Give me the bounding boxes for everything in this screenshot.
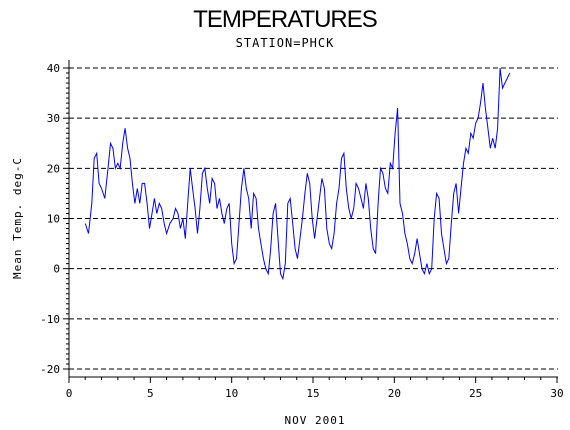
series-group bbox=[84, 67, 511, 281]
y-tick-label: -20 bbox=[40, 363, 60, 376]
y-tick-label: -10 bbox=[40, 313, 60, 326]
series-line bbox=[84, 67, 511, 281]
chart-subtitle: STATION=PHCK bbox=[235, 36, 335, 50]
y-axis-label: Mean Temp. deg-C bbox=[11, 157, 24, 279]
y-tick-label: 10 bbox=[47, 213, 60, 226]
gridlines bbox=[69, 67, 558, 370]
tick-marks bbox=[63, 67, 558, 383]
y-tick-label: 20 bbox=[47, 162, 60, 175]
x-tick-label: 15 bbox=[306, 387, 319, 400]
x-tick-label: 10 bbox=[225, 387, 238, 400]
x-tick-label: 5 bbox=[147, 387, 154, 400]
tick-labels: -20 -10 0 10 20 30 40 0 5 10 15 20 25 30 bbox=[40, 62, 564, 400]
y-tick-label: 40 bbox=[47, 62, 60, 75]
x-tick-label: 30 bbox=[550, 387, 563, 400]
x-tick-label: 25 bbox=[469, 387, 482, 400]
x-tick-label: 0 bbox=[66, 387, 73, 400]
chart-title: TEMPERATURES bbox=[193, 6, 378, 33]
y-tick-label: 30 bbox=[47, 112, 60, 125]
x-tick-label: 20 bbox=[388, 387, 401, 400]
y-tick-label: 0 bbox=[53, 263, 60, 276]
x-axis-label: NOV 2001 bbox=[285, 414, 346, 427]
